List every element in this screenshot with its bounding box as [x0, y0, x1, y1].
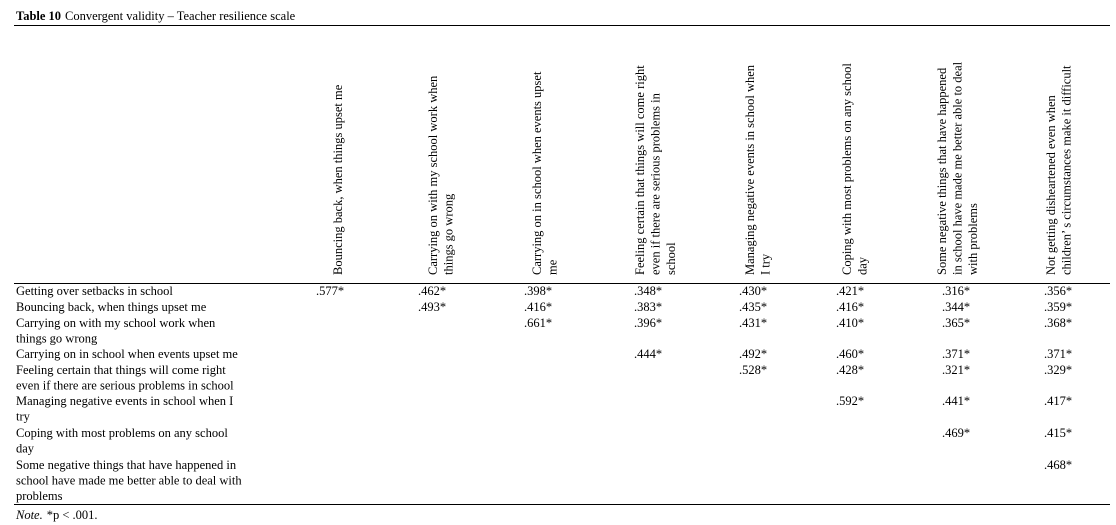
row-label: Managing negative events in school when …	[16, 394, 233, 408]
cell-value: .415*	[1044, 426, 1072, 440]
cell-value: .359*	[1044, 300, 1072, 314]
cell-value: .460*	[836, 347, 864, 361]
row-label: Bouncing back, when things upset me	[16, 300, 207, 314]
cell-value: .383*	[634, 300, 662, 314]
column-header: children’ s circumstances make it diffic…	[1060, 65, 1074, 275]
cell-value: .371*	[942, 347, 970, 361]
column-header: Coping with most problems on any school	[840, 63, 854, 275]
row-label: Carrying on with my school work when	[16, 316, 216, 330]
cell-value: .469*	[942, 426, 970, 440]
cell-value: .416*	[836, 300, 864, 314]
cell-value: .348*	[634, 284, 662, 298]
cell-value: .316*	[942, 284, 970, 298]
cell-value: .329*	[1044, 363, 1072, 377]
row-label: Getting over setbacks in school	[16, 284, 173, 298]
cell-value: .441*	[942, 394, 970, 408]
cell-value: .592*	[836, 394, 864, 408]
column-header: I try	[759, 253, 773, 275]
cell-value: .468*	[1044, 458, 1072, 472]
cell-value: .577*	[316, 284, 344, 298]
column-header: Feeling certain that things will come ri…	[633, 65, 647, 275]
cell-value: .492*	[739, 347, 767, 361]
column-header: in school have made me better able to de…	[951, 61, 965, 275]
cell-value: .493*	[418, 300, 446, 314]
column-header: Carrying on in school when events upset	[530, 71, 544, 275]
row-label: problems	[16, 489, 63, 503]
cell-value: .428*	[836, 363, 864, 377]
cell-value: .462*	[418, 284, 446, 298]
row-label: day	[16, 442, 35, 456]
cell-value: .368*	[1044, 316, 1072, 330]
cell-value: .371*	[1044, 347, 1072, 361]
cell-value: .344*	[942, 300, 970, 314]
row-label: things go wrong	[16, 332, 98, 346]
column-header: with problems	[966, 203, 980, 275]
column-header: things go wrong	[442, 193, 456, 275]
note-text: *p < .001.	[47, 508, 98, 522]
cell-value: .410*	[836, 316, 864, 330]
cell-value: .365*	[942, 316, 970, 330]
column-header: me	[546, 259, 560, 275]
column-header: day	[856, 256, 870, 275]
cell-value: .435*	[739, 300, 767, 314]
cell-value: .661*	[524, 316, 552, 330]
row-label: Carrying on in school when events upset …	[16, 347, 238, 361]
row-label: Feeling certain that things will come ri…	[16, 363, 226, 377]
row-label: Some negative things that have happened …	[16, 458, 237, 472]
row-label: even if there are serious problems in sc…	[16, 379, 234, 393]
column-header: Managing negative events in school when	[743, 64, 757, 275]
row-label: try	[16, 410, 31, 424]
table-label: Table 10	[16, 9, 61, 23]
cell-value: .528*	[739, 363, 767, 377]
note-label: Note.	[15, 508, 43, 522]
cell-value: .416*	[524, 300, 552, 314]
row-label: school have made me better able to deal …	[16, 474, 242, 488]
column-header: Carrying on with my school work when	[426, 75, 440, 275]
table-title: Convergent validity – Teacher resilience…	[65, 9, 296, 23]
cell-value: .421*	[836, 284, 864, 298]
cell-value: .444*	[634, 347, 662, 361]
cell-value: .431*	[739, 316, 767, 330]
column-header: Some negative things that have happened	[935, 67, 949, 275]
cell-value: .396*	[634, 316, 662, 330]
row-label: Coping with most problems on any school	[16, 426, 228, 440]
cell-value: .417*	[1044, 394, 1072, 408]
column-header: Not getting disheartened even when	[1044, 94, 1058, 275]
cell-value: .321*	[942, 363, 970, 377]
column-header: Bouncing back, when things upset me	[331, 84, 345, 275]
cell-value: .430*	[739, 284, 767, 298]
column-header: even if there are serious problems in	[649, 92, 663, 275]
column-header: school	[664, 242, 678, 275]
cell-value: .356*	[1044, 284, 1072, 298]
cell-value: .398*	[524, 284, 552, 298]
